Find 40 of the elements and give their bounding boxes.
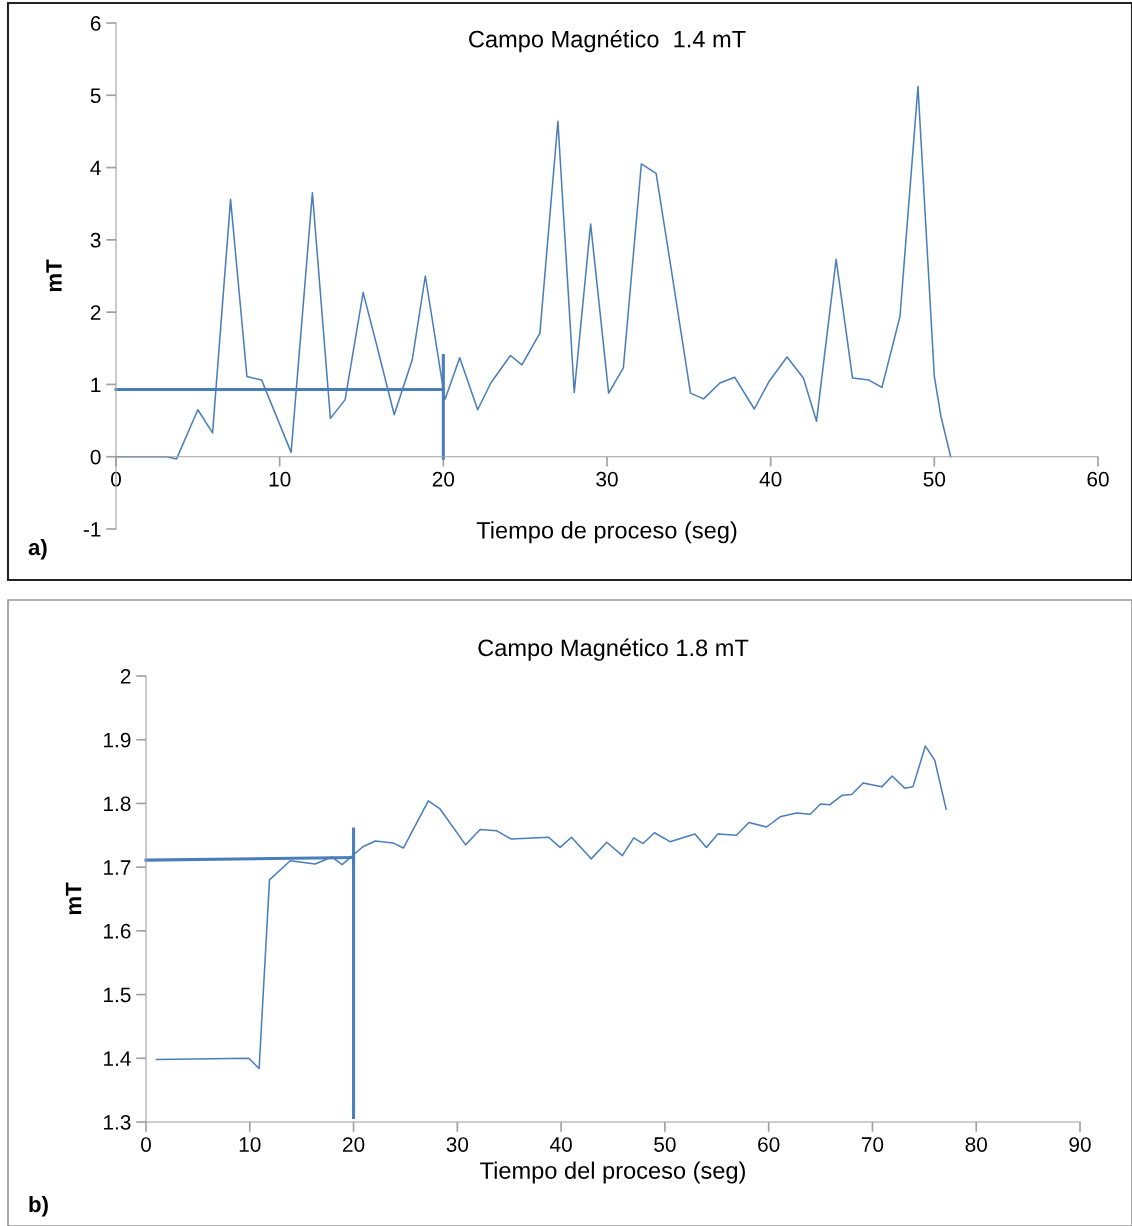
y-tick-label: 2 (90, 305, 101, 320)
y-tick-label: 3 (90, 232, 101, 248)
y-tick-label: -1 (83, 522, 101, 537)
y-tick-label: 1 (91, 377, 101, 392)
y-tick-label: 1.4 (104, 1051, 131, 1066)
x-tick-label: 20 (432, 471, 455, 487)
chart-title: Campo Magnético 1.8 mT (478, 638, 749, 661)
chart-title: Campo Magnético 1.4 mT (469, 29, 746, 53)
x-tick-label: 60 (1087, 471, 1109, 487)
y-tick-label: 1.9 (104, 732, 131, 748)
y-tick-label: 1.6 (104, 923, 131, 939)
y-axis-title: mT (46, 259, 62, 292)
x-tick-label: 30 (596, 471, 618, 487)
x-tick-label: 70 (861, 1137, 884, 1152)
x-tick-label: 20 (343, 1137, 365, 1152)
y-tick-label: 4 (90, 160, 101, 176)
x-tick-label: 60 (758, 1137, 780, 1152)
y-axis-title: mT (65, 882, 82, 915)
y-tick-label: 6 (90, 16, 101, 31)
y-tick-label: 1.5 (104, 987, 131, 1003)
x-tick-label: 0 (141, 1137, 151, 1152)
x-tick-label: 40 (550, 1137, 572, 1152)
x-axis-title: Tiempo de proceso (seg) (476, 521, 737, 544)
y-tick-label: 1.7 (104, 860, 131, 875)
x-tick-label: 90 (1069, 1137, 1091, 1152)
x-tick-label: 80 (965, 1137, 987, 1152)
x-tick-label: 50 (654, 1137, 676, 1152)
x-tick-label: 10 (269, 471, 291, 487)
x-tick-label: 30 (446, 1137, 469, 1152)
x-tick-label: 40 (759, 471, 782, 487)
text: a) (28, 538, 47, 560)
y-tick-label: 1.3 (104, 1115, 131, 1130)
y-tick-label: 0 (90, 449, 101, 465)
text: b) (29, 1195, 48, 1217)
y-tick-label: 1.8 (104, 796, 131, 812)
x-axis-title: Tiempo del proceso (seg) (480, 1161, 745, 1184)
y-tick-label: 2 (120, 669, 131, 684)
y-tick-label: 5 (90, 88, 101, 104)
x-tick-label: 50 (923, 471, 946, 487)
x-tick-label: 10 (239, 1137, 261, 1152)
